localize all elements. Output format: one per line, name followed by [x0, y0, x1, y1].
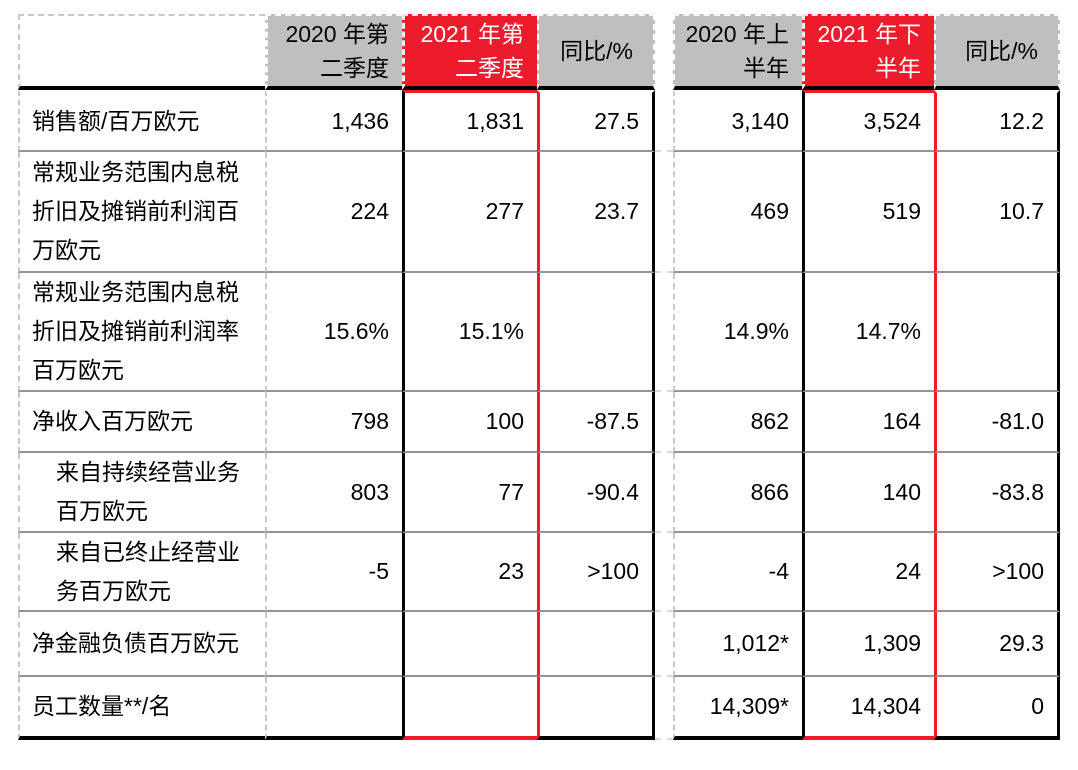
value-cell: 862	[673, 392, 802, 453]
row-label: 来自持续经营业务 百万欧元	[18, 453, 265, 533]
spacer-cell	[655, 533, 673, 612]
spacer-column	[655, 14, 673, 90]
header-2021-q2: 2021 年第 二季度	[402, 14, 537, 90]
spacer-cell	[655, 273, 673, 392]
row-label: 来自已终止经营业 务百万欧元	[18, 533, 265, 612]
value-cell: 14.7%	[802, 273, 934, 392]
header-yoy-quarterly: 同比/%	[537, 14, 655, 90]
value-cell: -90.4	[537, 453, 655, 533]
value-cell: 14,304	[802, 677, 934, 740]
row-label: 净收入百万欧元	[18, 392, 265, 453]
spacer-cell	[655, 152, 673, 273]
value-cell: 164	[802, 392, 934, 453]
value-cell: 3,140	[673, 90, 802, 152]
row-label: 员工数量**/名	[18, 677, 265, 740]
value-cell	[265, 677, 402, 740]
value-cell: 29.3	[934, 612, 1060, 677]
row-label: 常规业务范围内息税 折旧及摊销前利润百 万欧元	[18, 152, 265, 273]
row-label: 销售额/百万欧元	[18, 90, 265, 152]
value-cell: -5	[265, 533, 402, 612]
value-cell: -83.8	[934, 453, 1060, 533]
value-cell: -4	[673, 533, 802, 612]
value-cell: 10.7	[934, 152, 1060, 273]
value-cell: 277	[402, 152, 537, 273]
value-cell	[402, 612, 537, 677]
value-cell: 1,012*	[673, 612, 802, 677]
value-cell: 15.6%	[265, 273, 402, 392]
value-cell: 140	[802, 453, 934, 533]
financial-summary-table: 2020 年第 二季度 2021 年第 二季度 同比/% 2020 年上 半年 …	[18, 14, 1060, 740]
header-2020-q2: 2020 年第 二季度	[265, 14, 402, 90]
value-cell: 27.5	[537, 90, 655, 152]
value-cell: 14,309*	[673, 677, 802, 740]
value-cell: 12.2	[934, 90, 1060, 152]
value-cell	[537, 677, 655, 740]
spacer-cell	[655, 612, 673, 677]
value-cell: 519	[802, 152, 934, 273]
value-cell	[934, 273, 1060, 392]
spacer-cell	[655, 677, 673, 740]
value-cell: >100	[934, 533, 1060, 612]
value-cell	[265, 612, 402, 677]
value-cell: 15.1%	[402, 273, 537, 392]
header-yoy-halfyear: 同比/%	[934, 14, 1060, 90]
spacer-cell	[655, 392, 673, 453]
value-cell	[537, 273, 655, 392]
value-cell: 1,309	[802, 612, 934, 677]
row-label: 净金融负债百万欧元	[18, 612, 265, 677]
value-cell: 100	[402, 392, 537, 453]
row-label: 常规业务范围内息税 折旧及摊销前利润率 百万欧元	[18, 273, 265, 392]
value-cell: 1,831	[402, 90, 537, 152]
value-cell: 803	[265, 453, 402, 533]
value-cell: 0	[934, 677, 1060, 740]
value-cell: -81.0	[934, 392, 1060, 453]
value-cell	[537, 612, 655, 677]
header-corner-cell	[18, 14, 265, 90]
header-2021-h2: 2021 年下 半年	[802, 14, 934, 90]
value-cell: 866	[673, 453, 802, 533]
value-cell: 14.9%	[673, 273, 802, 392]
value-cell: -87.5	[537, 392, 655, 453]
value-cell: 798	[265, 392, 402, 453]
value-cell: 23.7	[537, 152, 655, 273]
value-cell: 3,524	[802, 90, 934, 152]
value-cell: 224	[265, 152, 402, 273]
spacer-cell	[655, 453, 673, 533]
value-cell: 1,436	[265, 90, 402, 152]
value-cell: 23	[402, 533, 537, 612]
value-cell: 24	[802, 533, 934, 612]
value-cell	[402, 677, 537, 740]
value-cell: 77	[402, 453, 537, 533]
header-2020-h1: 2020 年上 半年	[673, 14, 802, 90]
value-cell: 469	[673, 152, 802, 273]
value-cell: >100	[537, 533, 655, 612]
spacer-cell	[655, 90, 673, 152]
